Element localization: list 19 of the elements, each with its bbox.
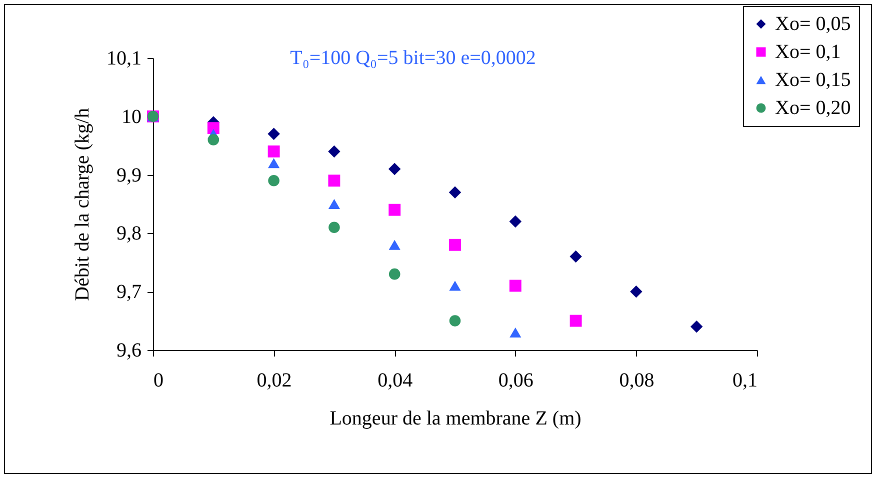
x-tick-label: 0,1 [732, 370, 758, 392]
annotation: T₀=100 Q₀=5 bit=30 e=0,0002 [290, 47, 536, 69]
y-tick-label: 10,1 [106, 48, 142, 70]
x-tick-label: 0,04 [378, 370, 413, 392]
y-tick-label: 9,8 [116, 222, 142, 245]
x-tick-label: 0,08 [619, 370, 654, 392]
x-tick-label: 0 [154, 370, 164, 392]
x-tick-label: 0,02 [256, 370, 292, 392]
y-axis-title: Débit de la charge (kg/h [72, 108, 94, 301]
y-tick-label: 9,6 [116, 340, 142, 362]
legend-label: Xo= 0,05 [775, 13, 851, 35]
legend-label: Xo= 0,1 [775, 41, 841, 63]
legend-label: Xo= 0,20 [775, 97, 851, 119]
y-tick-label: 10 [122, 106, 142, 128]
y-tick-label: 9,7 [116, 281, 142, 304]
legend-label: Xo= 0,15 [775, 69, 851, 91]
x-axis-title: Longeur de la membrane Z (m) [330, 408, 582, 430]
y-tick-label: 9,9 [116, 164, 142, 186]
x-tick-label: 0,06 [498, 370, 534, 392]
